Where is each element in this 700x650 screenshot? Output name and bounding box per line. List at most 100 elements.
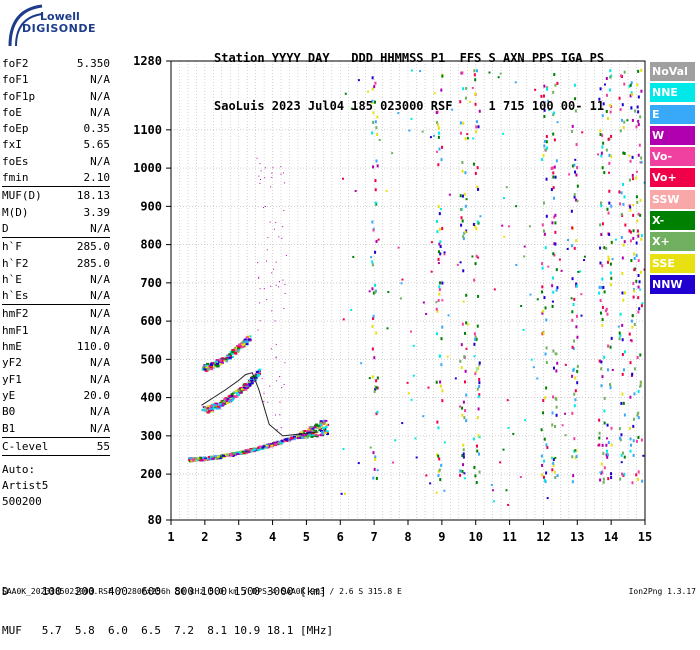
echo-point xyxy=(427,386,430,389)
echo-point xyxy=(230,396,234,399)
echo-point xyxy=(623,455,626,459)
echo-point xyxy=(441,74,444,78)
echo-point xyxy=(465,347,468,350)
echo-point xyxy=(542,153,545,157)
echo-point xyxy=(464,369,467,373)
y-tick-label: 400 xyxy=(140,391,162,405)
echo-point xyxy=(439,380,442,384)
echo-point xyxy=(552,252,555,256)
echo-point xyxy=(460,366,463,370)
param-name: yE xyxy=(2,388,16,402)
echo-point xyxy=(636,219,639,223)
y-tick-label: 900 xyxy=(140,199,162,213)
echo-point xyxy=(258,175,260,177)
echo-point xyxy=(608,153,611,157)
echo-point xyxy=(203,458,207,461)
echo-point xyxy=(566,247,569,250)
echo-point xyxy=(210,362,214,365)
echo-point xyxy=(621,392,624,396)
echo-point xyxy=(440,337,443,341)
param-value: 285.0 xyxy=(76,256,110,270)
echo-point xyxy=(263,392,265,394)
echo-point xyxy=(283,307,285,309)
echo-point xyxy=(540,454,543,458)
echo-point xyxy=(407,392,410,395)
echo-point xyxy=(548,109,551,112)
echo-point xyxy=(236,345,240,348)
echo-point xyxy=(637,273,640,277)
param-name: foE xyxy=(2,105,22,119)
echo-point xyxy=(224,400,228,403)
echo-point xyxy=(463,472,466,475)
echo-point xyxy=(608,88,611,92)
echo-point xyxy=(554,83,557,87)
autoscaling-line: 500200 xyxy=(2,495,42,509)
echo-point xyxy=(212,407,216,410)
echo-point xyxy=(477,366,480,370)
echo-point xyxy=(604,309,607,313)
echo-point xyxy=(462,443,465,447)
echo-point xyxy=(574,389,577,393)
echo-point xyxy=(228,400,232,403)
echo-point xyxy=(631,155,634,159)
echo-point xyxy=(252,447,256,450)
echo-point xyxy=(272,443,276,446)
echo-point xyxy=(611,368,614,371)
echo-point xyxy=(209,366,213,369)
echo-point xyxy=(412,344,415,347)
echo-point xyxy=(555,413,558,417)
param-value: N/A xyxy=(90,154,110,168)
echo-point xyxy=(372,165,375,169)
echo-point xyxy=(321,432,325,435)
echo-point xyxy=(543,296,546,300)
echo-point xyxy=(274,414,276,416)
echo-point xyxy=(461,406,464,410)
echo-point xyxy=(635,279,638,283)
echo-point xyxy=(253,448,257,451)
echo-point xyxy=(632,424,635,428)
echo-point xyxy=(372,314,375,318)
echo-point xyxy=(633,322,636,326)
echo-point xyxy=(554,242,557,246)
echo-point xyxy=(541,223,544,227)
echo-point xyxy=(603,355,606,359)
echo-point xyxy=(425,313,428,316)
param-name: foF2 xyxy=(2,57,29,70)
echo-point xyxy=(598,285,601,289)
echo-point xyxy=(554,424,557,428)
echo-point xyxy=(265,444,269,447)
echo-point xyxy=(307,432,311,435)
echo-point xyxy=(640,304,643,308)
echo-point xyxy=(497,76,500,79)
echo-point xyxy=(234,395,238,398)
echo-point xyxy=(608,189,611,193)
echo-point xyxy=(475,125,478,129)
ionogram-echoes xyxy=(187,68,646,506)
echo-point xyxy=(597,444,600,447)
echo-point xyxy=(542,411,545,415)
echo-point xyxy=(635,241,638,245)
echo-point xyxy=(478,452,481,456)
echo-point xyxy=(199,459,203,462)
echo-point xyxy=(464,380,467,384)
echo-point xyxy=(269,385,271,387)
param-name: foF1 xyxy=(2,73,29,87)
echo-point xyxy=(568,173,571,176)
echo-point xyxy=(376,132,379,136)
echo-point xyxy=(607,258,610,262)
echo-point xyxy=(422,415,425,418)
param-name: h`E xyxy=(2,272,22,286)
legend-item: NNE xyxy=(650,83,695,103)
echo-point xyxy=(218,358,222,361)
echo-point xyxy=(602,285,605,289)
echo-point xyxy=(601,166,604,170)
echo-point xyxy=(621,256,624,260)
echo-point xyxy=(599,223,602,227)
echo-point xyxy=(606,207,609,211)
y-tick-label: 1000 xyxy=(133,161,162,175)
echo-point xyxy=(245,451,249,454)
echo-point xyxy=(608,161,611,165)
echo-point xyxy=(248,335,252,338)
echo-point xyxy=(640,89,643,93)
param-value: 285.0 xyxy=(76,240,110,254)
